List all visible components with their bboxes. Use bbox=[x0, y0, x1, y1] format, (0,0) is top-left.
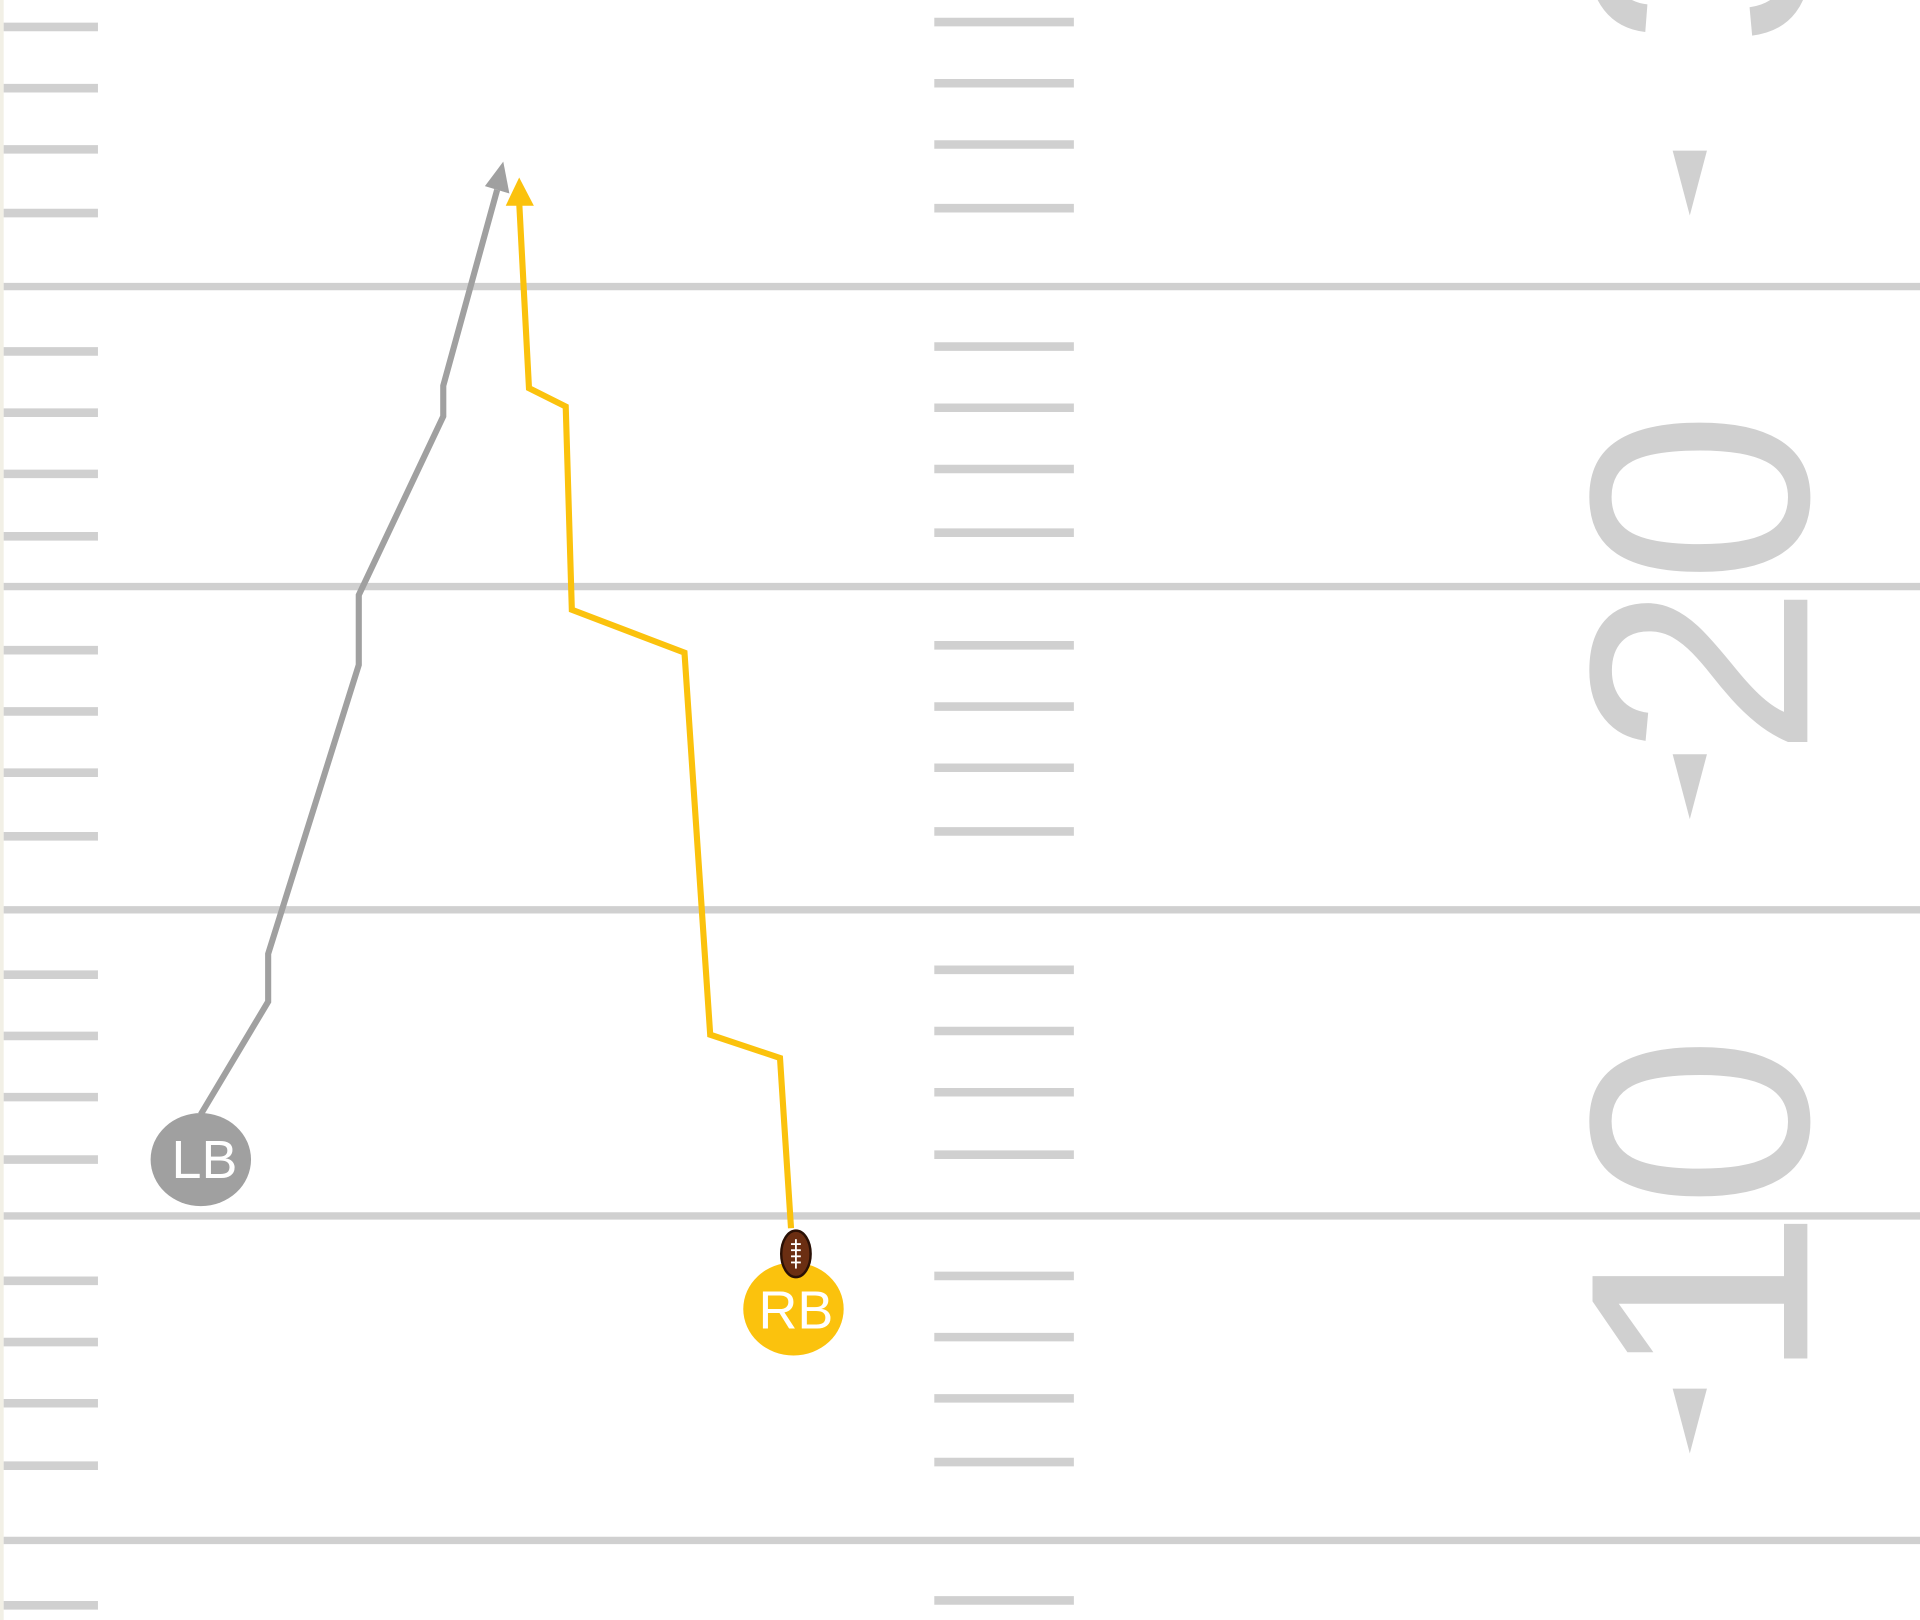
rb-route-arrowhead-icon bbox=[505, 177, 534, 206]
lb-route-arrowhead-icon bbox=[484, 161, 510, 194]
yard-number-10: 10 bbox=[1525, 1035, 1874, 1382]
direction-arrow-icon bbox=[1672, 150, 1707, 216]
field-lines bbox=[3, 17, 1920, 1610]
svg-text:30: 30 bbox=[1525, 0, 1874, 48]
player-lb-label: LB bbox=[172, 1130, 238, 1190]
svg-text:10: 10 bbox=[1525, 1035, 1874, 1382]
field-edge bbox=[0, 0, 4, 1620]
yard-number-20: 20 bbox=[1525, 410, 1874, 757]
player-lb-marker[interactable] bbox=[150, 1113, 252, 1207]
football-icon bbox=[780, 1229, 812, 1279]
direction-arrow-icon bbox=[1672, 754, 1707, 820]
lb-route bbox=[198, 188, 501, 1116]
svg-text:20: 20 bbox=[1525, 410, 1874, 757]
rb-route bbox=[516, 201, 795, 1229]
player-lb[interactable]: LB bbox=[150, 1113, 252, 1207]
player-rb-marker[interactable] bbox=[743, 1262, 844, 1356]
direction-arrow-icon bbox=[1672, 1388, 1707, 1454]
player-rb-label: RB bbox=[759, 1281, 834, 1341]
yard-number-30: 30 bbox=[1525, 0, 1874, 48]
player-rb[interactable]: RB bbox=[743, 1262, 844, 1356]
